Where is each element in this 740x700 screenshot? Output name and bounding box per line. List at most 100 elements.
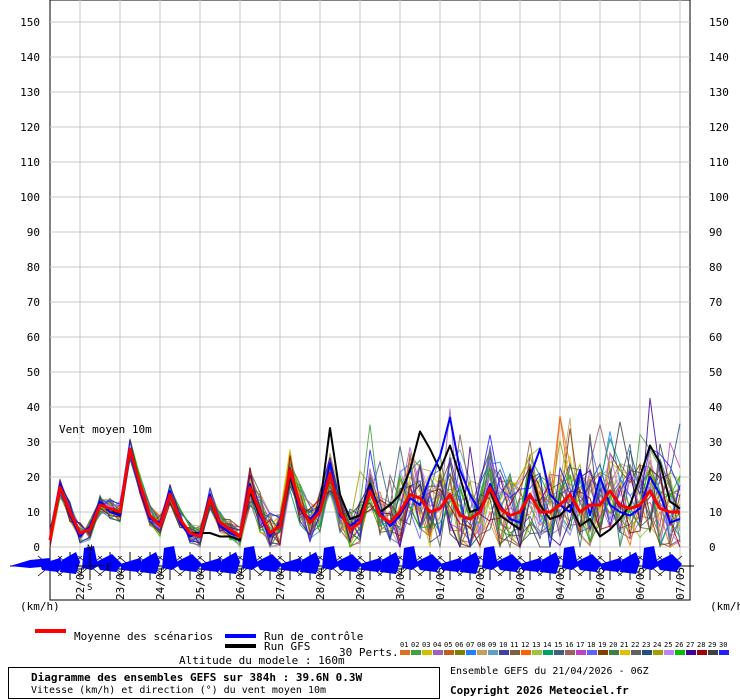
altitude-label: Altitude du modele : 160m: [179, 654, 345, 667]
wind-direction-glyph: [562, 546, 578, 570]
info-box: Diagramme des ensembles GEFS sur 384h : …: [8, 667, 440, 699]
perturbation-id-label: 02: [411, 641, 419, 649]
x-tick-label: 04/05: [554, 567, 567, 600]
wind-direction-glyph: [280, 558, 304, 572]
perturbation-id-label: 29: [708, 641, 716, 649]
run-info: Ensemble GEFS du 21/04/2026 - 06Z: [450, 666, 649, 677]
perturbation-id-label: 01: [400, 641, 408, 649]
perturbation-id-label: 24: [653, 641, 661, 649]
wind-direction-glyph: [200, 558, 224, 572]
perturbation-swatch: [488, 650, 498, 655]
x-tick-label: 05/05: [594, 567, 607, 600]
perturbation-id-label: 16: [565, 641, 573, 649]
perturbation-swatch: [609, 650, 619, 655]
perturbation-series: [49, 398, 681, 549]
wind-direction-glyph: [620, 552, 640, 574]
perturbation-id-label: 05: [444, 641, 452, 649]
perturbation-id-label: 10: [499, 641, 507, 649]
wind-direction-glyph: [242, 546, 258, 570]
wind-direction-glyph: [482, 546, 498, 570]
y-tick-label-right: 70: [709, 296, 722, 309]
legend-label-mean: Moyenne des scénarios: [74, 630, 213, 643]
wind-direction-glyph: [416, 554, 442, 572]
wind-direction-glyph: [576, 554, 602, 572]
wind-direction-glyph: [656, 554, 682, 572]
wind-direction-glyph: [380, 552, 400, 574]
main-series: [48, 416, 681, 541]
perturbation-id-label: 27: [686, 641, 694, 649]
x-tick-label: 25/04: [194, 567, 207, 600]
x-tick-label: 26/04: [234, 567, 247, 600]
x-tick-label: 06/05: [634, 567, 647, 600]
perturbation-swatch: [576, 650, 586, 655]
perturbation-swatch: [444, 650, 454, 655]
wind-direction-glyph: [642, 546, 658, 570]
y-tick-label-right: 110: [709, 156, 729, 169]
perturbation-swatch: [664, 650, 674, 655]
perturbation-id-label: 18: [587, 641, 595, 649]
wind-direction-glyph: [300, 552, 320, 574]
x-tick-label: 07/05: [674, 567, 687, 600]
perturbation-swatch: [697, 650, 707, 655]
chart-title: Diagramme des ensembles GEFS sur 384h : …: [31, 671, 363, 684]
perturbation-id-label: 15: [554, 641, 562, 649]
wind-direction-glyph: [256, 554, 282, 572]
wind-direction-glyph: [60, 552, 80, 574]
y-axis-ticks: 0 0 10 10 20 20 30 30 40 40 50 50 60 60 70 70 80 80 90 90 10…: [20, 16, 729, 554]
y-tick-label-right: 130: [709, 86, 729, 99]
wind-direction-glyph: [140, 552, 160, 574]
wind-direction-glyph: [322, 546, 338, 570]
wind-direction-glyph: [540, 552, 560, 574]
perturbation-swatch: [554, 650, 564, 655]
perturbation-id-label: 04: [433, 641, 441, 649]
wind-direction-glyph: [402, 546, 418, 570]
perturbation-id-label: 14: [543, 641, 551, 649]
perturbation-line-26: [49, 439, 681, 549]
y-tick-label-left: 100: [20, 191, 40, 204]
x-tick-label: 24/04: [154, 567, 167, 600]
perturbation-swatch: [719, 650, 729, 655]
y-tick-label-left: 120: [20, 121, 40, 134]
perturbation-swatch: [466, 650, 476, 655]
y-tick-label-right: 100: [709, 191, 729, 204]
y-tick-label-left: 150: [20, 16, 40, 29]
perturbation-id-label: 25: [664, 641, 672, 649]
perturbation-id-label: 22: [631, 641, 639, 649]
x-tick-label: 02/05: [474, 567, 487, 600]
wind-direction-row: [10, 546, 694, 580]
wind-direction-glyph: [120, 558, 144, 572]
x-tick-label: 30/04: [394, 567, 407, 600]
y-tick-label-left: 130: [20, 86, 40, 99]
x-tick-label: 23/04: [114, 567, 127, 600]
compass-north-label: N: [87, 544, 92, 554]
wind-direction-glyph: [460, 552, 480, 574]
perturbation-swatch: [587, 650, 597, 655]
perturbation-swatch: [565, 650, 575, 655]
wind-direction-glyph: [176, 554, 202, 572]
y-tick-label-right: 80: [709, 261, 722, 274]
compass-east-label: E: [106, 563, 111, 573]
wind-direction-glyph: [600, 558, 624, 572]
wind-direction-glyph: [440, 558, 464, 572]
perturbation-swatch: [642, 650, 652, 655]
y-tick-label-left: 30: [27, 436, 40, 449]
x-axis-ticks: 22/04 23/04 24/04 25/04 26/04 27/04 28/04 29/04…: [74, 567, 687, 600]
chart-inner-label: Vent moyen 10m: [59, 423, 152, 436]
perturbation-id-label: 26: [675, 641, 683, 649]
perturbation-id-label: 17: [576, 641, 584, 649]
perturbation-line-30: [49, 434, 681, 548]
perturbation-id-label: 06: [455, 641, 463, 649]
chart-subtitle: Vitesse (km/h) et direction (°) du vent …: [31, 685, 327, 696]
compass-rose: N S E: [76, 544, 111, 593]
wind-direction-glyph: [520, 558, 544, 572]
x-tick-label: 27/04: [274, 567, 287, 600]
perturbation-swatch: [521, 650, 531, 655]
y-tick-label-right: 140: [709, 51, 729, 64]
y-tick-label-left: 20: [27, 471, 40, 484]
y-tick-label-left: 40: [27, 401, 40, 414]
y-tick-label-left: 10: [27, 506, 40, 519]
perturbation-swatch: [675, 650, 685, 655]
copyright: Copyright 2026 Meteociel.fr: [450, 684, 629, 697]
plot-frame: [49, 0, 691, 601]
